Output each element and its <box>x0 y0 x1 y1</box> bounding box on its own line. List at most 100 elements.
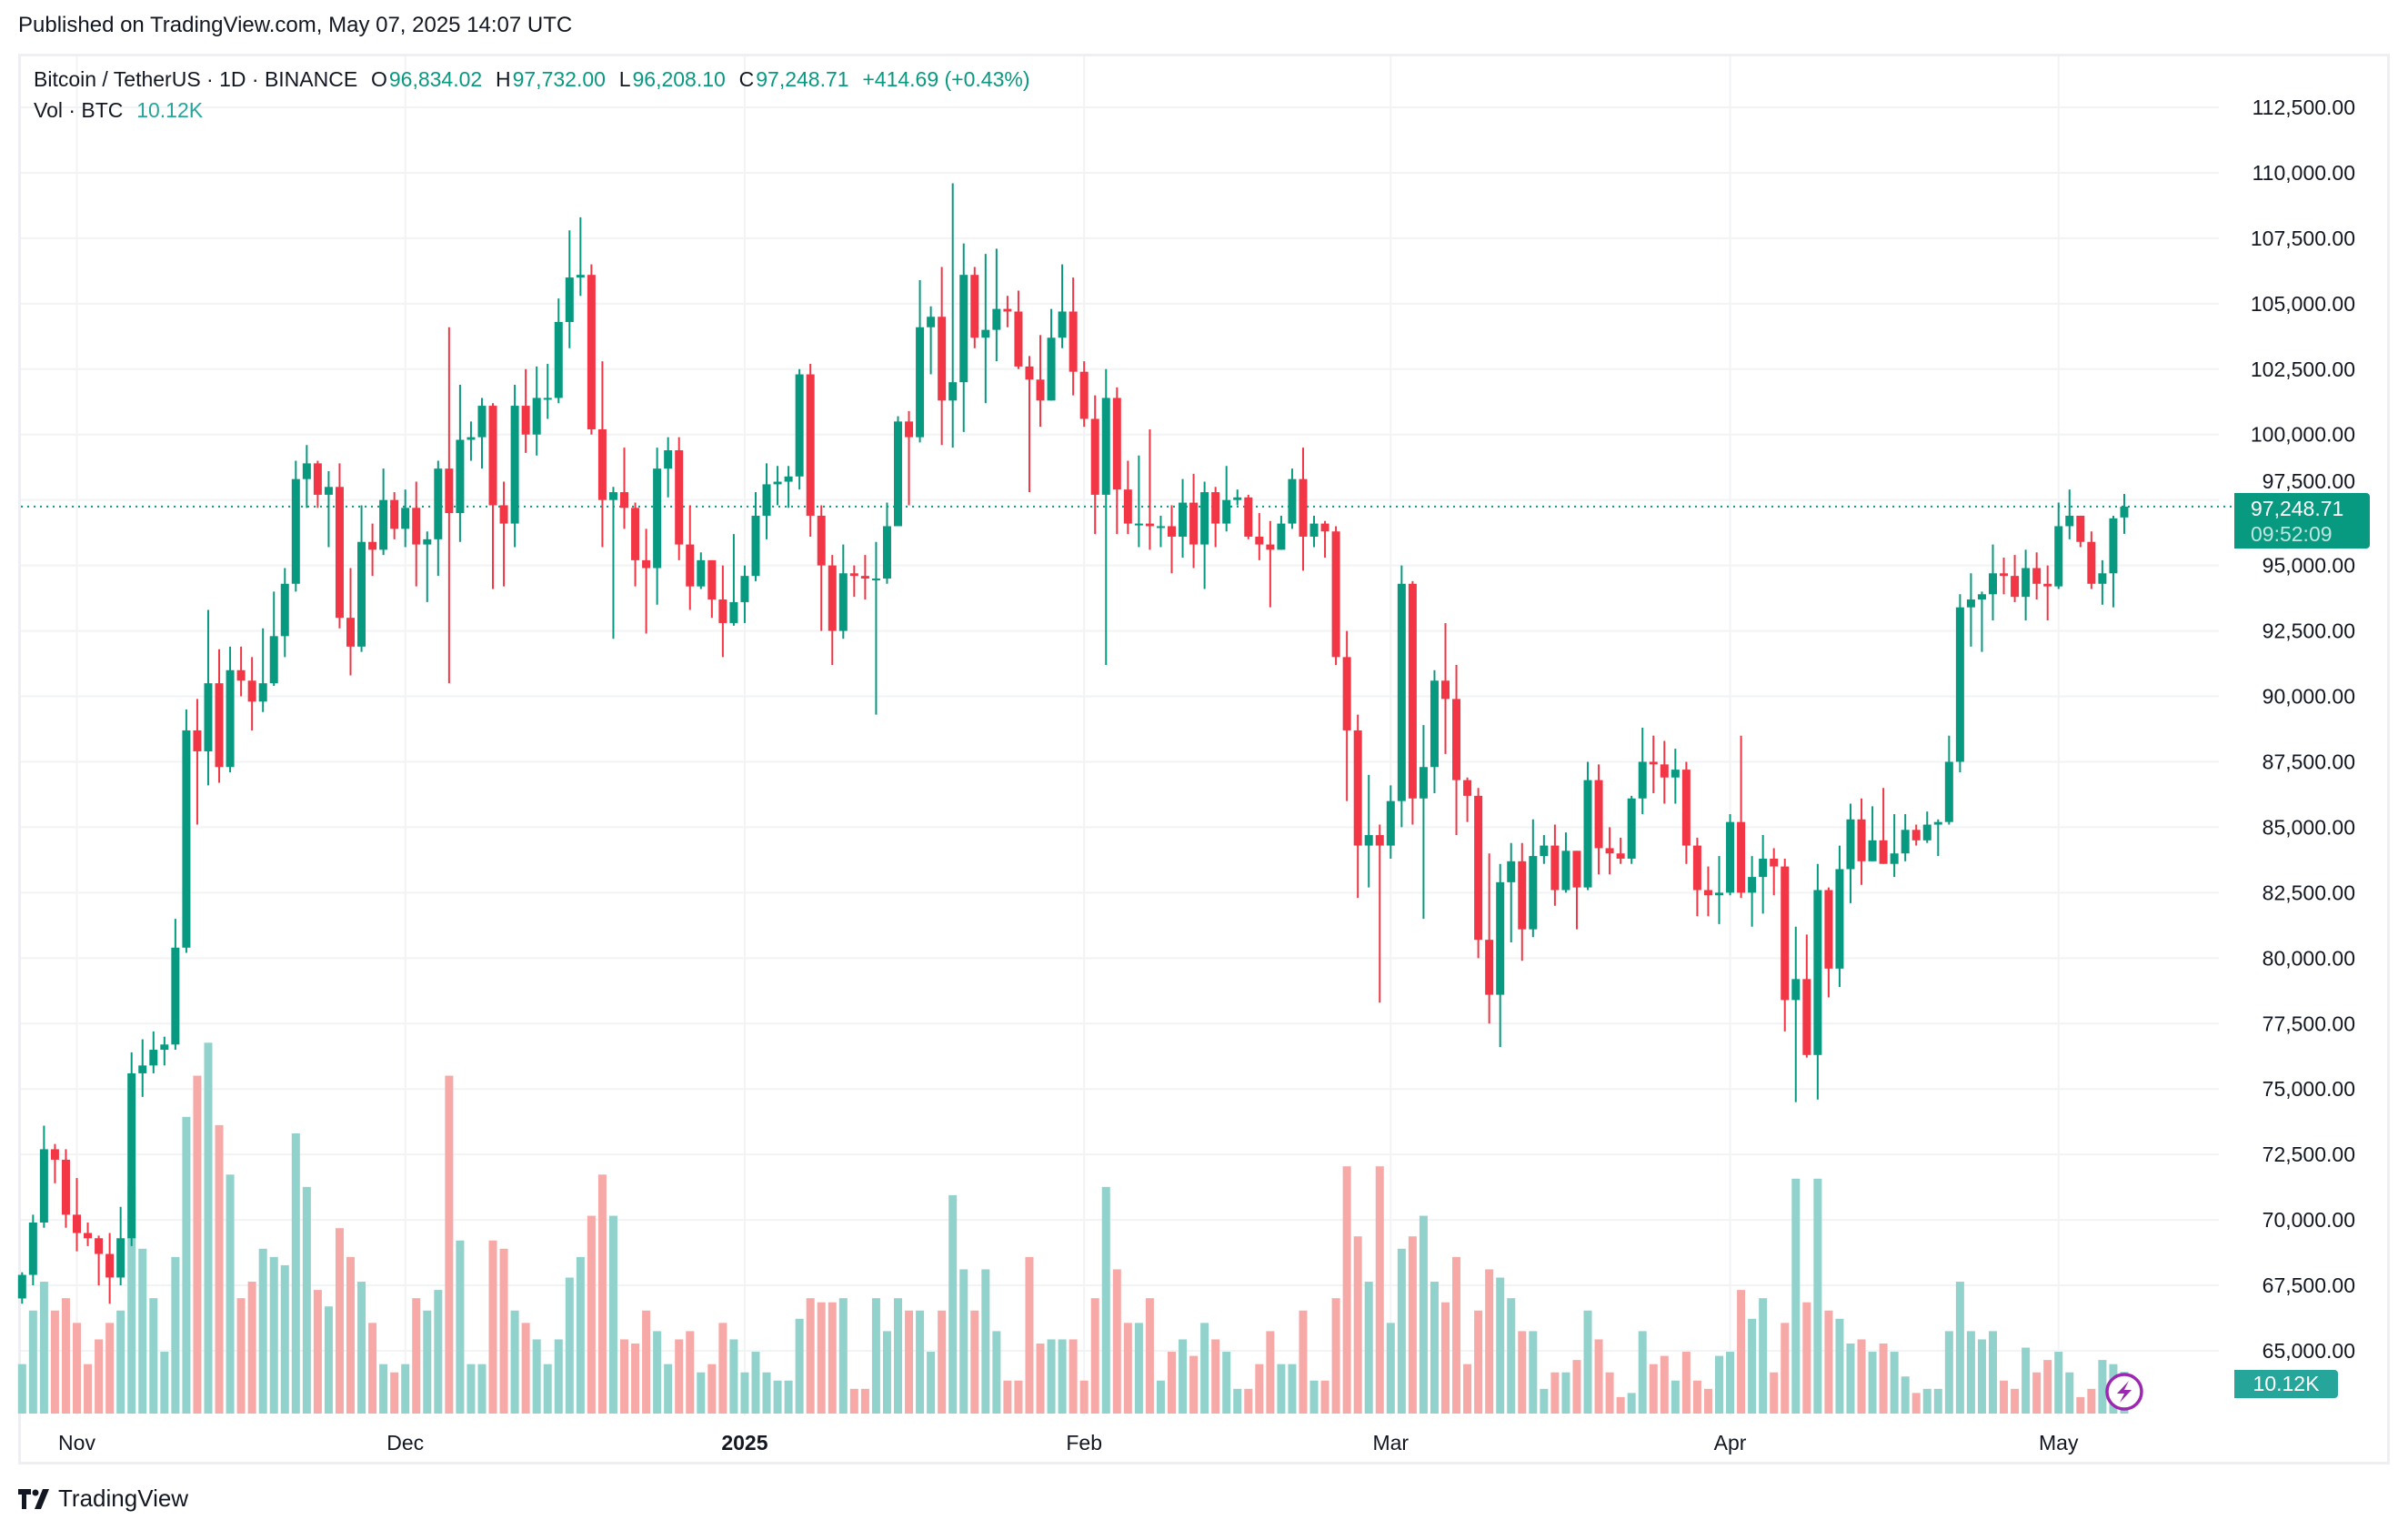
volume-bar <box>269 1256 278 1414</box>
volume-bar <box>1802 1302 1811 1414</box>
volume-bar <box>1364 1282 1373 1414</box>
volume-bar <box>1179 1339 1188 1414</box>
low-value: 96,208.10 <box>632 67 726 91</box>
candle-body <box>992 308 1001 330</box>
candle-body <box>959 275 968 383</box>
volume-bar <box>1770 1372 1779 1414</box>
candle-body <box>773 481 782 485</box>
volume-bar <box>1605 1372 1614 1414</box>
candle-body <box>1058 311 1067 338</box>
candle-body <box>532 398 541 435</box>
volume-bar <box>1901 1376 1910 1414</box>
volume-bar <box>860 1388 869 1414</box>
volume-bar <box>1299 1310 1308 1414</box>
price-tick-label: 95,000.00 <box>2263 554 2355 578</box>
volume-bar <box>751 1352 760 1414</box>
volume-bar <box>543 1364 552 1414</box>
candle-body <box>456 439 465 514</box>
candle-body <box>784 476 793 482</box>
volume-bar <box>1090 1298 1099 1414</box>
volume-bar <box>467 1364 476 1414</box>
candle-body <box>61 1159 70 1215</box>
volume-bar <box>1681 1352 1691 1414</box>
volume-bar <box>73 1323 81 1414</box>
price-tick-label: 97,500.00 <box>2263 469 2355 493</box>
candle-body <box>751 515 760 577</box>
volume-bar <box>2087 1388 2096 1414</box>
tradingview-logo[interactable]: TradingView <box>18 1485 188 1513</box>
candle-body <box>1496 881 1505 995</box>
volume-bar <box>1518 1331 1527 1414</box>
candle-body <box>817 515 826 566</box>
volume-bar <box>871 1298 880 1414</box>
volume-bar <box>795 1318 804 1414</box>
volume-bar <box>84 1364 93 1414</box>
volume-bar <box>1145 1298 1154 1414</box>
candle-body <box>871 579 880 581</box>
candle-body <box>1430 680 1439 768</box>
volume-bar <box>1857 1339 1866 1414</box>
price-tick-label: 107,500.00 <box>2251 226 2355 250</box>
candle-body <box>608 492 617 500</box>
time-tick-label: Apr <box>1714 1431 1747 1455</box>
price-tick-label: 82,500.00 <box>2263 881 2355 904</box>
volume-bar <box>1134 1323 1143 1414</box>
volume-bar <box>1277 1364 1286 1414</box>
candle-body <box>587 275 596 429</box>
volume-bar <box>1222 1352 1231 1414</box>
candle-body <box>182 730 191 948</box>
candle-body <box>1112 398 1121 490</box>
volume-bar <box>1813 1178 1822 1414</box>
candle-body <box>1485 940 1494 995</box>
candle-body <box>1703 890 1712 896</box>
volume-bar <box>1288 1364 1297 1414</box>
volume-bar <box>1824 1310 1833 1414</box>
candle-body <box>1003 308 1012 312</box>
candle-body <box>1441 680 1450 700</box>
volume-bar <box>1123 1323 1132 1414</box>
candle-body <box>488 406 497 506</box>
volume-bar <box>346 1256 355 1414</box>
candle-body <box>1233 497 1242 500</box>
volume-bar <box>970 1310 979 1414</box>
last-volume-label: 10.12K <box>2234 1370 2338 1398</box>
volume-title[interactable]: Vol · BTC <box>34 98 124 122</box>
volume-bar <box>1320 1380 1329 1414</box>
volume-bar <box>510 1310 519 1414</box>
volume-bar <box>1200 1323 1209 1414</box>
volume-bar <box>1638 1331 1647 1414</box>
price-tick-label: 80,000.00 <box>2263 946 2355 970</box>
volume-bar <box>1715 1355 1723 1414</box>
volume-bar <box>1485 1269 1494 1414</box>
candle-body <box>1748 877 1757 893</box>
last-price-label: 97,248.71 09:52:09 <box>2234 493 2370 549</box>
volume-bar <box>718 1323 727 1414</box>
volume-bar <box>631 1343 640 1414</box>
volume-bar <box>50 1310 59 1414</box>
volume-bar <box>664 1364 673 1414</box>
candle-body <box>467 437 476 440</box>
volume-bar <box>423 1310 432 1414</box>
volume-bar <box>697 1372 706 1414</box>
candle-body <box>138 1065 147 1073</box>
tradingview-logo-icon <box>18 1488 49 1509</box>
candle-body <box>17 1274 26 1299</box>
volume-bar <box>1529 1331 1538 1414</box>
candle-body <box>1309 523 1319 537</box>
volume-bar <box>2011 1388 2020 1414</box>
volume-bar <box>905 1310 914 1414</box>
volume-bar <box>1244 1388 1253 1414</box>
volume-bar <box>477 1364 487 1414</box>
volume-bar <box>149 1298 158 1414</box>
candle-body <box>1145 523 1154 527</box>
time-tick-label: Mar <box>1372 1431 1409 1455</box>
candle-body <box>1168 526 1176 537</box>
candle-body <box>2120 506 2129 518</box>
volume-bar <box>1955 1282 1964 1414</box>
candle-body <box>204 683 213 751</box>
candle-body <box>1200 492 1209 545</box>
symbol-title[interactable]: Bitcoin / TetherUS · 1D · BINANCE <box>34 67 358 91</box>
candle-body <box>510 406 519 524</box>
candle-body <box>1090 418 1099 495</box>
